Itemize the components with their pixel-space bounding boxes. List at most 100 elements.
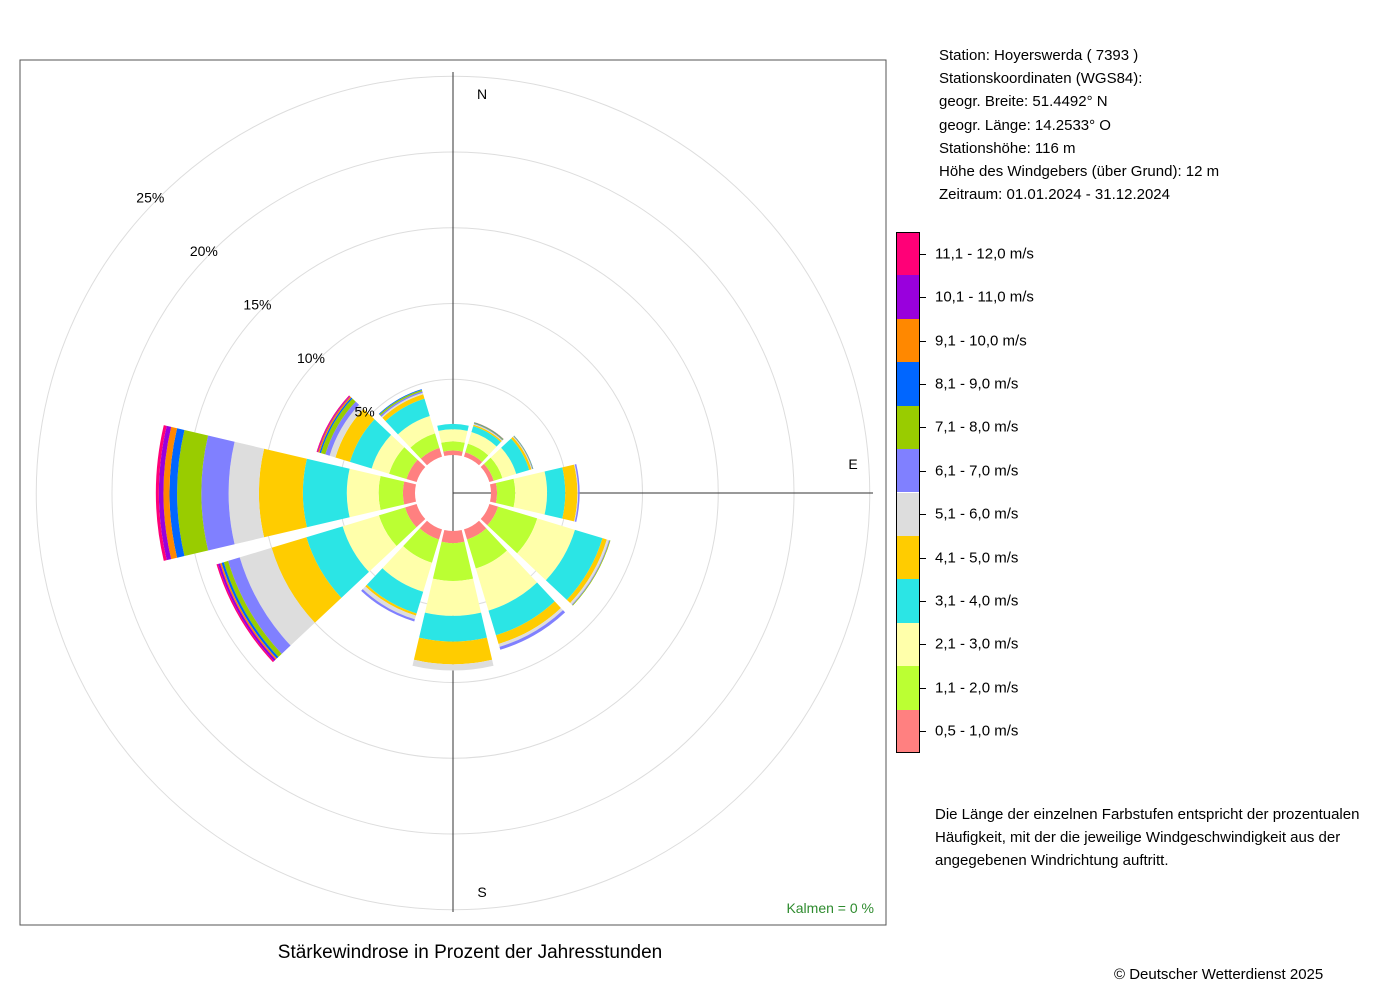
rose-segment [365,584,417,616]
rose-segment [484,457,503,481]
legend-label: 7,1 - 8,0 m/s [935,418,1019,436]
ring-label: 10% [297,350,325,366]
legend-tick [920,427,926,429]
rose-segment [499,610,566,650]
rose-segment [441,529,465,544]
calm-label: Kalmen = 0 % [786,900,874,916]
ring-label: 5% [354,404,374,420]
rose-segment [419,520,443,540]
rose-segment [385,398,430,435]
rose-segment [517,518,575,581]
compass-label-s: S [477,884,486,900]
rose-segment [480,463,494,483]
rose-segment [405,503,426,528]
rose-segment [271,537,342,623]
rose-segment [325,401,360,456]
rose-segment [574,464,580,522]
time-period: Zeitraum: 01.01.2024 - 31.12.2024 [939,186,1170,204]
legend-label: 6,1 - 7,0 m/s [935,462,1019,480]
rose-segment [544,467,566,519]
rose-segment [346,468,381,518]
rose-segment [302,458,350,528]
rose-segment [419,612,487,642]
sector-330 [378,389,443,466]
legend-tick [920,514,926,516]
ring-label: 25% [136,189,164,205]
chart-caption: Stärkewindrose in Prozent der Jahresstun… [277,942,663,963]
rose-segment [378,507,417,546]
ring-label: 15% [243,296,271,312]
ring-label: 20% [190,243,218,259]
legend-swatch [896,362,919,406]
sensor-height: Höhe des Windgebers (über Grund): 12 m [939,163,1220,181]
rose-segment [403,528,439,563]
rose-segment [169,428,185,558]
rose-segment [382,546,432,592]
rose-segment [177,430,209,556]
rose-segment [335,408,375,462]
legend-swatch [896,275,919,319]
ring-labels: 5% 10% 15% 20% 25% [136,189,374,419]
rose-segment [471,426,501,447]
legend-tick [920,340,926,342]
legend-label: 1,1 - 2,0 m/s [935,679,1019,697]
legend-tick [920,253,926,255]
rose-segment [380,391,423,417]
rose-segment [465,443,489,462]
sector-270 [155,425,417,561]
legend-tick [920,601,926,603]
legend-swatch [896,232,919,276]
rose-segment [495,478,516,508]
rose-segment [574,464,579,522]
legend-tick [920,470,926,472]
legend-swatch [896,622,919,667]
rose-segment [488,582,555,636]
rose-segment [201,435,235,551]
legend-label: 2,1 - 3,0 m/s [935,635,1019,653]
rose-segment [406,459,426,483]
rose-segment [475,550,538,611]
legend-tick [920,383,926,385]
rose-segment [397,416,436,448]
rose-segment [420,447,443,466]
rose-segment [381,392,424,418]
rose-segment [432,541,474,581]
station-latitude: geogr. Breite: 51.4492° N [939,93,1108,111]
rose-segment [371,434,405,474]
rose-segment [495,601,561,644]
rose-segment [349,419,392,469]
legend-swatch [896,666,919,710]
rose-segment [513,471,548,515]
legend-tick [920,687,926,689]
legend-swatch [896,535,919,580]
rose-segment [424,578,482,616]
sector-0 [437,423,469,457]
rose-segment [413,637,493,665]
legend-tick [920,557,926,559]
station-longitude: geogr. Länge: 14.2533° O [939,116,1111,134]
explanation-note: Die Länge der einzelnen Farbstufen entsp… [935,806,1360,870]
rose-segment [158,425,172,561]
rose-segment [163,426,178,560]
legend-label: 5,1 - 6,0 m/s [935,505,1019,523]
legend-label: 9,1 - 10,0 m/s [935,332,1027,350]
legend-swatch [896,405,919,450]
station-elevation: Stationshöhe: 116 m [939,139,1076,157]
legend-swatch [896,449,919,493]
rose-segment [441,441,465,452]
rose-segment [228,441,265,545]
rose-segment [342,515,397,572]
rose-segment [412,659,494,671]
rose-segment [320,398,356,455]
rose-segment [361,589,415,622]
rose-segment [473,424,502,443]
legend-label: 10,1 - 11,0 m/s [935,288,1034,306]
rose-segment [463,452,483,466]
compass-label-e: E [848,456,857,472]
sector-150 [463,520,566,650]
compass-label-n: N [477,86,487,102]
rose-segment [545,529,603,600]
rose-segment [306,526,369,598]
rose-segment [501,438,530,474]
rose-segment [228,557,291,654]
